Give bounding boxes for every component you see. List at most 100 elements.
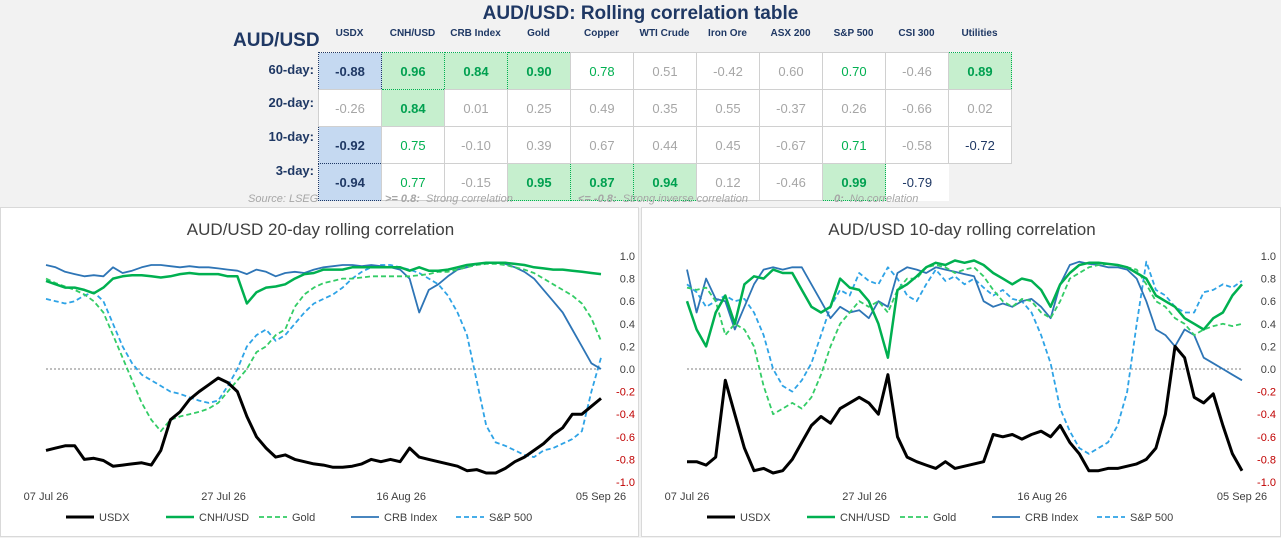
table-cell: 0.44 (633, 126, 697, 164)
table-cell: -0.10 (444, 126, 508, 164)
column-header: CSI 300 (898, 28, 935, 39)
y-tick-label: -0.2 (616, 387, 635, 399)
y-tick-label: 0.8 (1261, 274, 1276, 286)
x-tick-label: 27 Jul 26 (201, 491, 246, 503)
correlation-table: -0.88 0.96 0.84 0.90 0.78 0.51 -0.42 0.60 0.70 -0… (318, 52, 1012, 201)
source-note: Source: LSEG (248, 193, 319, 205)
legend-note-none: 0: No correlation (834, 193, 918, 205)
table-cell: 0.55 (696, 89, 760, 127)
none-threshold: 0: (834, 193, 844, 205)
table-row: -0.26 0.84 0.01 0.25 0.49 0.35 0.55 -0.37 0.26 -0… (318, 89, 1012, 127)
column-header: S&P 500 (833, 28, 874, 39)
y-tick-label: -0.8 (616, 454, 635, 466)
column-header: Copper (584, 28, 619, 39)
table-corner-label: AUD/USD (233, 30, 320, 51)
series-line-s-p-500 (45, 264, 602, 458)
y-tick-label: -1.0 (616, 477, 635, 489)
y-tick-label: 0.0 (620, 364, 635, 376)
legend-label: CRB Index (1025, 512, 1079, 524)
table-cell: -0.46 (759, 163, 823, 201)
table-cell: 0.51 (633, 52, 697, 90)
table-cell: 0.95 (507, 163, 571, 201)
inverse-threshold: <= -0.8: (578, 193, 617, 205)
table-cell: 0.71 (822, 126, 886, 164)
y-tick-label: 0.6 (620, 296, 635, 308)
series-line-crb-index (45, 261, 602, 370)
column-header: Gold (527, 28, 550, 39)
table-cell: 0.84 (381, 89, 445, 127)
table-cell: 0.45 (696, 126, 760, 164)
column-header: ASX 200 (770, 28, 811, 39)
x-tick-label: 05 Sep 26 (1217, 491, 1267, 503)
y-tick-label: -1.0 (1257, 477, 1276, 489)
series-line-gold (45, 263, 602, 433)
table-cell: -0.58 (885, 126, 949, 164)
row-label-20-day: 20-day: (268, 95, 314, 110)
x-tick-label: 16 Aug 26 (1017, 491, 1067, 503)
table-cell: -0.92 (318, 126, 382, 164)
series-line-crb-index (686, 260, 1243, 382)
chart-20-day: AUD/USD 20-day rolling correlation 1.0 0.8… (24, 220, 635, 524)
table-cell: 0.94 (633, 163, 697, 201)
table-row: -0.94 0.77 -0.15 0.95 0.87 0.94 0.12 -0.46 0.99-… (318, 163, 1012, 201)
chart-panel-10-day: AUD/USD 10-day rolling correlation 1.0 0.8… (641, 207, 1281, 537)
table-cell: 0.01 (444, 89, 508, 127)
y-tick-label: -0.6 (616, 432, 635, 444)
strong-text: Strong correlation (425, 193, 513, 205)
row-label-3-day: 3-day: (275, 163, 314, 178)
column-header: WTI Crude (639, 28, 690, 39)
table-cell: 0.89 (948, 52, 1012, 90)
table-cell: 0.99 (822, 163, 886, 201)
legend-label: USDX (740, 512, 771, 524)
table-cell: 0.39 (507, 126, 571, 164)
y-tick-label: 0.2 (1261, 341, 1276, 353)
legend-label: Gold (933, 512, 956, 524)
chart-panel-20-day: AUD/USD 20-day rolling correlation 1.0 0.8… (0, 207, 639, 537)
x-tick-label: 07 Jul 26 (24, 491, 69, 503)
y-tick-label: -0.6 (1257, 432, 1276, 444)
series-line-s-p-500 (686, 260, 1243, 455)
table-cell: 0.60 (759, 52, 823, 90)
table-cell: -0.94 (318, 163, 382, 201)
x-tick-label: 07 Jul 26 (665, 491, 710, 503)
y-tick-label: 0.6 (1261, 296, 1276, 308)
column-header: CRB Index (450, 28, 501, 39)
y-tick-label: -0.4 (1257, 409, 1276, 421)
chart-title: AUD/USD 10-day rolling correlation (828, 220, 1095, 239)
series-line-cnh-usd (685, 259, 1243, 359)
none-text: No correlation (849, 193, 919, 205)
x-tick-label: 27 Jul 26 (842, 491, 887, 503)
y-tick-label: 1.0 (1261, 251, 1276, 263)
legend-label: CRB Index (384, 512, 438, 524)
series-line-gold (686, 263, 1243, 416)
table-cell: -0.15 (444, 163, 508, 201)
table-cell: 0.70 (822, 52, 886, 90)
row-label-10-day: 10-day: (268, 129, 314, 144)
table-cell: 0.35 (633, 89, 697, 127)
table-cell: -0.72 (948, 126, 1012, 164)
table-cell: 0.26 (822, 89, 886, 127)
table-row: -0.92 0.75 -0.10 0.39 0.67 0.44 0.45 -0.67 0.71-… (318, 126, 1012, 164)
table-cell: -0.88 (318, 52, 382, 90)
y-tick-label: 1.0 (620, 251, 635, 263)
table-row: -0.88 0.96 0.84 0.90 0.78 0.51 -0.42 0.60 0.70 -0… (318, 52, 1012, 90)
y-tick-label: -0.8 (1257, 454, 1276, 466)
legend-note-inverse: <= -0.8: Strong inverse correlation (578, 193, 748, 205)
legend-label: CNH/USD (199, 512, 249, 524)
column-header: Iron Ore (708, 28, 747, 39)
table-cell: -0.46 (885, 52, 949, 90)
legend-label: USDX (99, 512, 130, 524)
series-line-usdx (45, 376, 602, 475)
table-cell: -0.79 (885, 163, 949, 201)
table-cell: 0.49 (570, 89, 634, 127)
chart-10-day: AUD/USD 10-day rolling correlation 1.0 0.8… (665, 220, 1276, 524)
legend-label: Gold (292, 512, 315, 524)
legend-label: CNH/USD (840, 512, 890, 524)
table-cell: 0.90 (507, 52, 571, 90)
y-tick-label: 0.2 (620, 341, 635, 353)
table-cell: 0.87 (570, 163, 634, 201)
y-tick-label: 0.4 (620, 319, 635, 331)
legend-label: S&P 500 (489, 512, 532, 524)
table-cell: -0.67 (759, 126, 823, 164)
y-tick-label: 0.4 (1261, 319, 1276, 331)
